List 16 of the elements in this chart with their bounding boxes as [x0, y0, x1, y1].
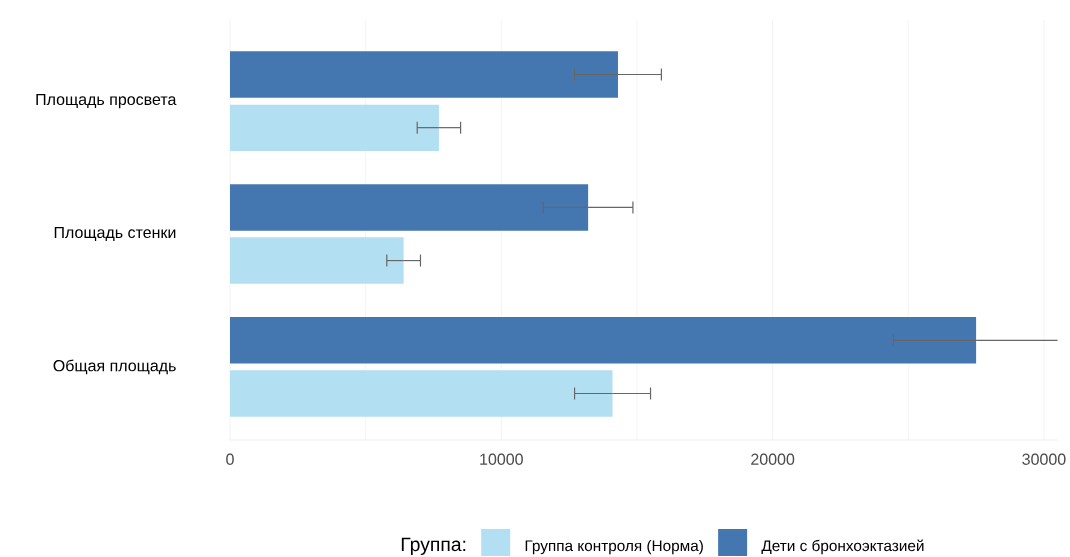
bar: [230, 317, 977, 364]
x-tick-label: 10000: [480, 453, 523, 465]
y-tick-label: Площадь просвета: [36, 93, 177, 109]
legend-label: Группа контроля (Норма): [525, 539, 703, 555]
bar: [230, 237, 404, 284]
bar: [230, 184, 589, 231]
y-tick-label: Общая площадь: [53, 359, 176, 375]
x-tick-label: 30000: [1022, 453, 1066, 465]
legend-title: Группа:: [401, 537, 466, 556]
x-tick-label: 0: [226, 453, 234, 465]
bar: [230, 51, 618, 98]
bar: [230, 104, 439, 151]
x-tick-label: 20000: [751, 453, 795, 465]
bar: [230, 370, 613, 417]
legend-label: Дети с бронхоэктазией: [761, 539, 924, 555]
y-tick-label: Площадь стенки: [54, 226, 176, 242]
